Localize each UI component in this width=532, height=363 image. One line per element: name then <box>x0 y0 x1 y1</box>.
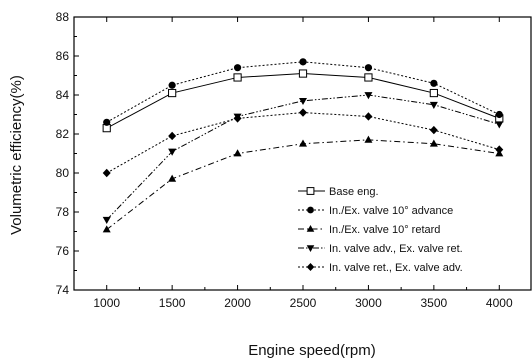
series-0-point-1500 <box>168 88 177 98</box>
y-tick-label-74: 74 <box>56 283 70 297</box>
series-0-point-3500 <box>429 88 438 98</box>
series-2-point-2000 <box>233 149 242 157</box>
legend-marker-3 <box>306 245 315 252</box>
y-tick-label-76: 76 <box>56 244 70 258</box>
series-1-point-2000 <box>233 64 242 72</box>
x-tick-label-4000: 4000 <box>486 296 513 310</box>
series-4-point-1000 <box>102 168 111 178</box>
series-1-point-1000 <box>103 118 111 126</box>
series-3-point-2500 <box>299 97 307 106</box>
legend-label-3: In. valve adv., Ex. valve ret. <box>329 243 463 255</box>
x-tick-label-3500: 3500 <box>421 296 448 310</box>
series-3-point-3000 <box>364 92 373 100</box>
series-3-point-1500 <box>168 148 177 156</box>
series-1-point-4000 <box>495 110 503 119</box>
y-tick-label-86: 86 <box>56 49 70 63</box>
series-4 <box>102 108 504 178</box>
series-0-point-2500 <box>298 69 308 78</box>
series-2-point-3500 <box>429 139 438 147</box>
series-4-point-2500 <box>299 108 307 117</box>
series-0-point-3000 <box>364 73 373 82</box>
series-0-point-2000 <box>233 73 242 82</box>
y-tick-label-84: 84 <box>56 88 70 102</box>
series-1 <box>103 58 503 126</box>
legend-marker-4 <box>306 263 315 271</box>
series-1-point-3000 <box>364 64 373 72</box>
series-3 <box>102 92 504 224</box>
legend-marker-0 <box>306 187 315 195</box>
x-tick-label-2000: 2000 <box>224 296 251 310</box>
y-tick-label-82: 82 <box>56 127 70 141</box>
series-4-point-1500 <box>168 131 177 141</box>
series-4-point-2000 <box>233 114 242 123</box>
series-4-point-4000 <box>495 145 504 154</box>
y-tick-label-78: 78 <box>56 205 70 219</box>
y-tick-label-88: 88 <box>56 10 70 24</box>
series-layer <box>102 58 504 233</box>
x-tick-label-3000: 3000 <box>355 296 382 310</box>
series-3-point-3500 <box>429 101 438 109</box>
y-axis-title: Volumetric efficiency(%) <box>8 75 25 235</box>
series-2 <box>102 135 504 233</box>
legend-label-0: Base eng. <box>329 186 379 198</box>
series-1-point-2500 <box>299 58 307 66</box>
series-1-point-3500 <box>430 79 438 87</box>
x-axis-title: Engine speed(rpm) <box>248 342 376 359</box>
series-3-point-4000 <box>495 121 504 129</box>
series-0 <box>102 69 504 133</box>
legend-label-1: In./Ex. valve 10° advance <box>329 205 453 217</box>
y-tick-label-80: 80 <box>56 166 70 180</box>
series-2-point-1500 <box>168 174 177 182</box>
series-1-point-1500 <box>168 81 176 89</box>
x-tick-label-1000: 1000 <box>93 296 120 310</box>
legend-marker-2 <box>306 225 315 232</box>
x-tick-label-2500: 2500 <box>290 296 317 310</box>
series-4-point-3500 <box>429 125 438 135</box>
legend: Base eng. In./Ex. valve 10° advance In./Ex… <box>298 186 463 274</box>
series-2-point-3000 <box>364 135 373 143</box>
series-3-point-1000 <box>102 216 111 224</box>
legend-label-2: In./Ex. valve 10° retard <box>329 224 440 236</box>
series-2-point-1000 <box>102 225 111 233</box>
legend-marker-1 <box>307 206 314 214</box>
legend-label-4: In. valve ret., Ex. valve adv. <box>329 262 463 274</box>
series-4-point-3000 <box>364 112 373 121</box>
x-tick-label-1500: 1500 <box>159 296 186 310</box>
axes: 1000 1500 2000 2500 3000 3500 4000 74 76 78 80 82 84… <box>56 10 532 310</box>
series-2-point-2500 <box>299 139 307 147</box>
